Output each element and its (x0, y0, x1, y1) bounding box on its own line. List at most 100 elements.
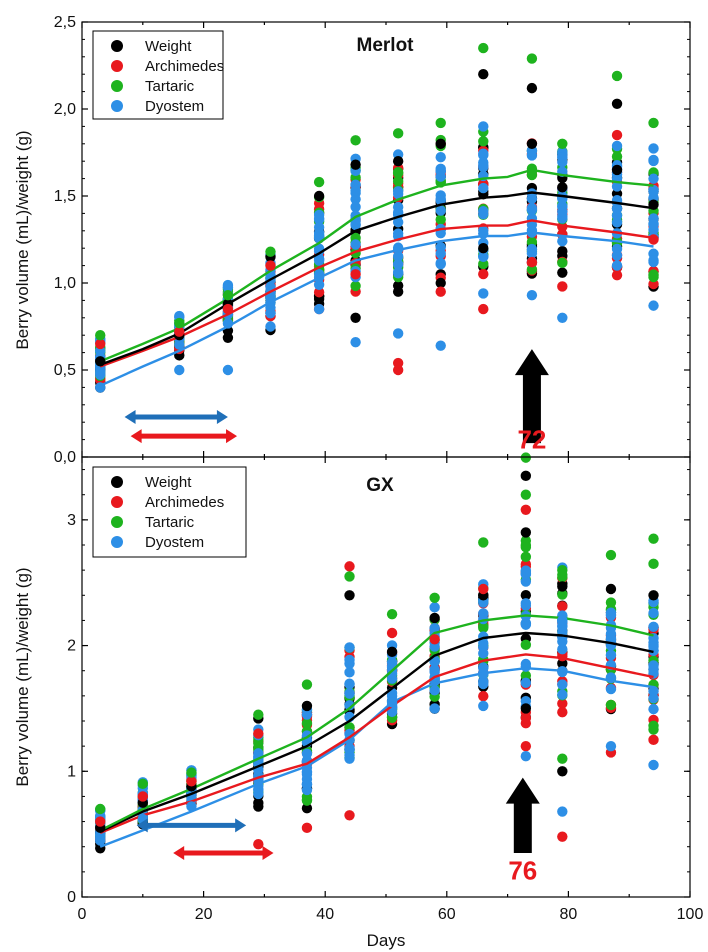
merlot-cloud-point-dyostem (392, 217, 404, 228)
gx-point-tartaric (648, 558, 659, 570)
gx-cloud-point-archimedes (520, 712, 532, 724)
gx-y-tick-label: 0 (67, 889, 76, 906)
merlot-range-arrow-red-right-head (226, 429, 238, 444)
merlot-point-weight (557, 182, 568, 193)
gx-point-weight (429, 612, 440, 624)
gx-point-weight (520, 527, 532, 538)
gx-x-tick-label: 0 (78, 906, 87, 923)
gx-cloud-point-archimedes (478, 690, 489, 702)
merlot-cloud-point-tartaric (392, 176, 404, 187)
gx-legend-label-tartaric: Tartaric (145, 514, 195, 531)
gx-cloud-point-dyostem (648, 621, 659, 632)
merlot-cloud-point-dyostem (478, 225, 489, 236)
merlot-cloud-point-dyostem (392, 267, 404, 278)
merlot-cloud-point-dyostem (648, 184, 659, 196)
merlot-cloud-point-tartaric (526, 169, 538, 181)
gx-cloud-point-dyostem (605, 649, 617, 661)
gx-cloud-point-weight (253, 797, 264, 809)
merlot-point-weight (435, 138, 446, 149)
merlot-point-weight (392, 156, 404, 167)
gx-point-archimedes (95, 816, 106, 827)
gx-arrow-shape (505, 777, 540, 853)
gx-cloud-point-dyostem (520, 658, 532, 670)
merlot-arrow-shape (514, 349, 549, 444)
merlot-peak-arrow (514, 349, 549, 444)
merlot-point-archimedes (392, 357, 404, 369)
gx-legend-label-archimedes: Archimedes (145, 494, 224, 511)
gx-point-dyostem (520, 751, 532, 762)
gx-cloud-point-tartaric (520, 551, 532, 563)
gx-point-dyostem (301, 778, 313, 790)
merlot-point-archimedes (222, 303, 234, 315)
merlot-arrow-label: 72 (517, 424, 546, 454)
x-axis-title: Days (367, 931, 406, 950)
merlot-cloud-point-dyostem (611, 181, 623, 192)
gx-point-weight (648, 590, 659, 601)
gx-y-tick-label: 1 (67, 763, 76, 780)
gx-point-archimedes (557, 831, 568, 842)
gx-point-dyostem (429, 703, 440, 714)
merlot-line-dyostem (99, 231, 654, 387)
merlot-cloud-point-tartaric (478, 258, 489, 270)
gx-point-archimedes (429, 634, 440, 645)
merlot-point-weight (648, 199, 659, 210)
merlot-cloud-point-dyostem (478, 208, 489, 220)
merlot-point-dyostem (222, 364, 234, 376)
gx-point-dyostem (557, 806, 568, 817)
gx-cloud-point-dyostem (429, 666, 440, 678)
merlot-cloud-point-dyostem (478, 121, 489, 132)
merlot-y-ticks: 0,0 0,5 1,0 1,5 2,0 2,5 (54, 14, 690, 466)
merlot-point-archimedes (95, 338, 106, 350)
gx-cloud-point-tartaric (301, 718, 313, 729)
merlot-cloud-point-dyostem (350, 201, 361, 213)
merlot-point-tartaric (265, 246, 276, 257)
gx-cloud-point-tartaric (520, 639, 532, 651)
merlot-point-tartaric (526, 53, 538, 64)
gx-x-tick-label: 40 (316, 906, 334, 923)
gx-point-dyostem (344, 753, 355, 764)
gx-point-tartaric (137, 778, 148, 790)
merlot-cloud-point-dyostem (611, 140, 623, 152)
gx-legend-marker-dyostem (111, 536, 123, 548)
merlot-point-tartaric (392, 128, 404, 139)
merlot-range-arrows (124, 409, 238, 444)
gx-cloud-point-dyostem (605, 632, 617, 644)
gx-arrow-label: 76 (508, 855, 537, 885)
merlot-outlier-points (95, 42, 659, 393)
merlot-point-dyostem (478, 288, 489, 299)
gx-point-archimedes (186, 776, 197, 787)
gx-point-archimedes (478, 583, 489, 595)
merlot-cloud-point-dyostem (435, 195, 446, 206)
gx-point-tartaric (478, 537, 489, 548)
gx-point-archimedes (344, 561, 355, 572)
gx-legend-marker-tartaric (111, 516, 123, 528)
gx-cloud-point-dyostem (605, 683, 617, 695)
merlot-y-tick-label: 2,5 (54, 14, 76, 31)
gx-cloud-point-dyostem (344, 688, 355, 699)
gx-point-tartaric (605, 549, 617, 561)
merlot-cloud-point-dyostem (435, 259, 446, 270)
merlot-range-arrow-blue-left-head (124, 409, 136, 424)
merlot-point-archimedes (174, 326, 185, 337)
merlot-cloud-point-dyostem (611, 250, 623, 261)
merlot-point-dyostem (350, 336, 361, 348)
gx-cloud-point-dyostem (557, 679, 568, 690)
merlot-point-weight (526, 82, 538, 94)
merlot-cloud-point-dyostem (611, 203, 623, 214)
gx-point-archimedes (386, 627, 398, 639)
gx-cloud-point-dyostem (429, 602, 440, 613)
merlot-y-tick-label: 0,5 (54, 362, 76, 379)
gx-point-dyostem (478, 700, 489, 712)
merlot-cloud-point-dyostem (435, 248, 446, 259)
merlot-point-tartaric (557, 138, 568, 149)
merlot-legend-label-weight: Weight (145, 38, 192, 55)
gx-cloud-point-dyostem (344, 742, 355, 754)
merlot-legend-marker-dyostem (111, 100, 123, 112)
merlot-point-weight (435, 277, 446, 289)
merlot-cloud-point-dyostem (648, 143, 659, 154)
gx-point-tartaric (648, 533, 659, 544)
gx-point-dyostem (253, 788, 264, 800)
gx-outlier-points (95, 452, 659, 850)
gx-point-dyostem (95, 835, 106, 846)
gx-point-weight (386, 646, 398, 658)
